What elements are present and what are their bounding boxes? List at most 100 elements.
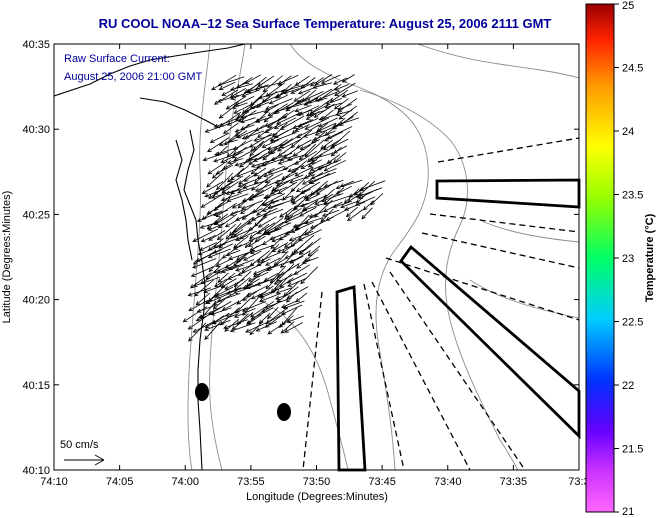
current-vector-head bbox=[252, 270, 258, 275]
current-vector-head bbox=[279, 283, 284, 288]
current-vector bbox=[310, 161, 332, 171]
current-vector-head bbox=[233, 243, 238, 249]
current-vector bbox=[299, 207, 317, 217]
current-vector bbox=[355, 196, 376, 206]
current-vector bbox=[270, 186, 288, 195]
current-vector bbox=[217, 223, 237, 241]
current-vector bbox=[300, 139, 320, 150]
current-vector-head bbox=[256, 229, 262, 234]
current-vector bbox=[223, 161, 237, 170]
current-vector-head bbox=[220, 283, 226, 288]
current-vector-head bbox=[269, 190, 275, 195]
current-vector-head bbox=[362, 205, 368, 211]
current-vector bbox=[211, 313, 240, 324]
current-vector bbox=[286, 209, 308, 221]
current-vector bbox=[249, 132, 273, 148]
current-vector-head bbox=[307, 163, 313, 168]
current-vector-head bbox=[247, 220, 252, 225]
current-vector bbox=[257, 222, 276, 234]
current-vector bbox=[257, 126, 273, 138]
current-vector bbox=[306, 187, 322, 200]
current-vector bbox=[254, 172, 266, 184]
current-vector bbox=[292, 195, 305, 205]
current-vector bbox=[197, 304, 217, 313]
vector-scale: 50 cm/s bbox=[60, 439, 105, 466]
current-vector bbox=[200, 221, 219, 229]
current-vector-head bbox=[273, 280, 279, 285]
current-vector bbox=[242, 89, 261, 97]
current-vector-head bbox=[213, 158, 218, 163]
current-vector bbox=[235, 111, 250, 121]
current-vector-head bbox=[312, 84, 318, 89]
current-vector-head bbox=[205, 300, 211, 304]
current-vector-head bbox=[259, 294, 265, 299]
current-vector bbox=[244, 101, 270, 112]
current-vector bbox=[241, 255, 264, 273]
current-vector bbox=[300, 181, 321, 194]
current-vector bbox=[232, 200, 246, 209]
current-vector-head bbox=[309, 166, 315, 171]
current-vector-head bbox=[192, 264, 197, 269]
current-vector bbox=[250, 307, 273, 320]
current-vector-head bbox=[235, 216, 241, 221]
current-vector bbox=[241, 110, 265, 118]
current-vector bbox=[239, 158, 252, 168]
x-tick-label: 74:00 bbox=[171, 476, 199, 488]
current-vector bbox=[232, 102, 248, 109]
current-vector bbox=[233, 256, 246, 267]
current-vector-head bbox=[225, 235, 231, 240]
current-vector bbox=[325, 102, 342, 109]
current-vector bbox=[218, 76, 245, 86]
current-vector-head bbox=[208, 267, 214, 273]
current-vector bbox=[291, 244, 303, 256]
current-vector bbox=[269, 138, 293, 155]
colorbar-tick-label: 22.5 bbox=[622, 317, 643, 329]
y-tick-label: 40:15 bbox=[22, 380, 50, 392]
current-vector-head bbox=[236, 173, 242, 178]
current-vector bbox=[302, 172, 324, 185]
current-vector-head bbox=[320, 79, 326, 84]
current-vector bbox=[196, 249, 223, 262]
current-vector-head bbox=[244, 134, 250, 139]
current-vector-head bbox=[182, 318, 188, 323]
dashed-beam-lines bbox=[302, 137, 580, 471]
current-vector bbox=[323, 188, 335, 199]
current-vector-head bbox=[195, 317, 201, 322]
current-vector bbox=[206, 201, 229, 215]
current-vector bbox=[346, 206, 358, 217]
current-vector-head bbox=[225, 190, 230, 195]
current-vector bbox=[261, 151, 286, 167]
current-vector bbox=[205, 122, 231, 133]
current-vector bbox=[315, 74, 333, 86]
current-vector-head bbox=[314, 131, 320, 136]
current-vector-head bbox=[267, 169, 273, 174]
current-vector-head bbox=[308, 179, 313, 184]
current-vector bbox=[250, 137, 272, 152]
current-vector bbox=[256, 321, 277, 332]
current-vector bbox=[284, 238, 297, 248]
current-vector-head bbox=[197, 251, 203, 256]
current-vector bbox=[235, 123, 250, 137]
current-vector-head bbox=[261, 207, 267, 212]
current-vector-head bbox=[263, 173, 269, 178]
current-vector bbox=[200, 271, 220, 285]
current-vector-head bbox=[298, 155, 304, 161]
x-tick-label: 73:50 bbox=[303, 476, 331, 488]
current-vector-head bbox=[290, 187, 296, 193]
current-vector-head bbox=[262, 240, 267, 246]
current-vector bbox=[285, 200, 304, 218]
current-vector-head bbox=[310, 159, 316, 165]
current-vector bbox=[242, 291, 258, 301]
current-vector bbox=[227, 158, 244, 164]
current-vector bbox=[202, 181, 224, 194]
current-vector-head bbox=[226, 197, 232, 202]
current-vector-head bbox=[220, 159, 226, 163]
current-vector-head bbox=[219, 320, 225, 326]
current-vector-head bbox=[241, 135, 247, 140]
colorbar-tick-label: 21.5 bbox=[622, 444, 643, 456]
current-vector bbox=[274, 117, 296, 130]
current-vector bbox=[265, 123, 281, 133]
current-vector-head bbox=[209, 139, 215, 143]
current-vector bbox=[267, 322, 286, 335]
current-vector bbox=[219, 81, 236, 90]
